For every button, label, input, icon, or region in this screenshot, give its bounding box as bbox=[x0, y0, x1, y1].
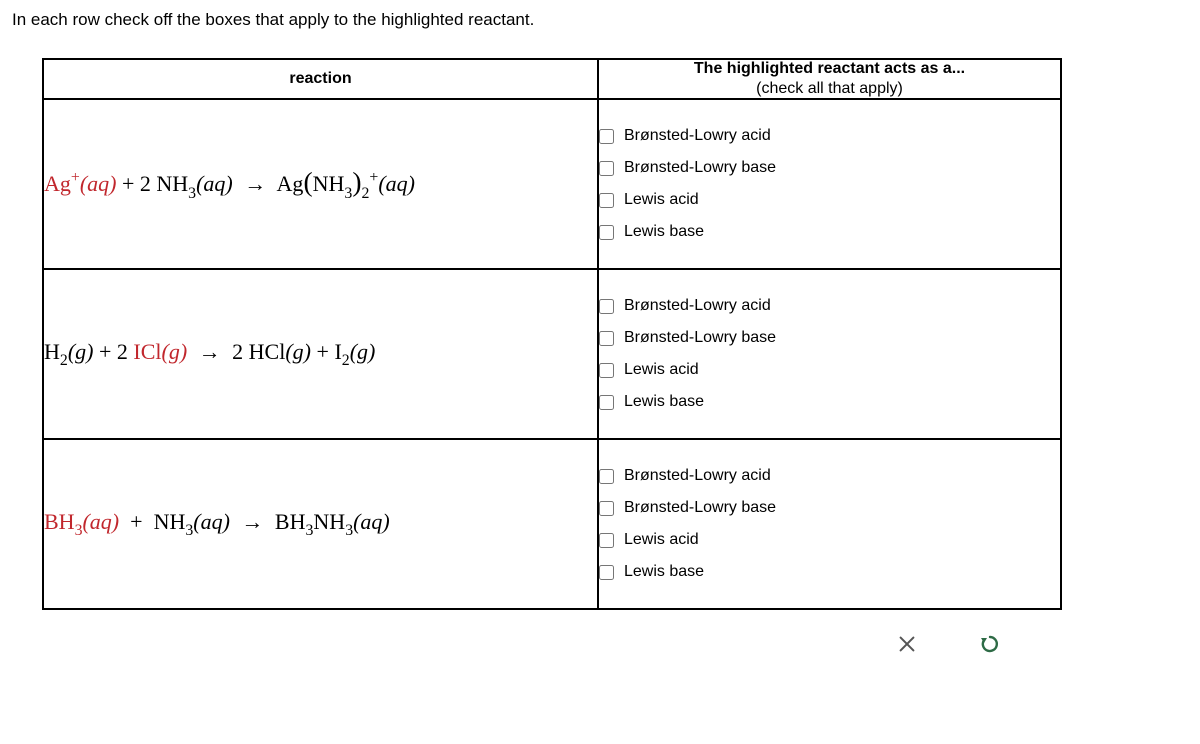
checkbox-r3-lewis-base[interactable] bbox=[599, 565, 614, 580]
highlighted-reactant-1: Ag+(aq) bbox=[44, 171, 122, 196]
col-header-options: The highlighted reactant acts as a... (c… bbox=[598, 59, 1061, 99]
options-cell-2: Brønsted-Lowry acid Brønsted-Lowry base … bbox=[598, 269, 1061, 439]
checkbox-r1-lewis-base[interactable] bbox=[599, 225, 614, 240]
checkbox-r1-bl-base[interactable] bbox=[599, 161, 614, 176]
opts-title: The highlighted reactant acts as a... bbox=[694, 60, 965, 77]
checkbox-r1-bl-acid[interactable] bbox=[599, 129, 614, 144]
col-header-reaction: reaction bbox=[43, 59, 598, 99]
label-lewis-base: Lewis base bbox=[624, 563, 704, 581]
checkbox-r2-lewis-base[interactable] bbox=[599, 395, 614, 410]
checkbox-r1-lewis-acid[interactable] bbox=[599, 193, 614, 208]
checkbox-r3-bl-acid[interactable] bbox=[599, 469, 614, 484]
label-bl-base: Brønsted-Lowry base bbox=[624, 159, 776, 177]
label-bl-acid: Brønsted-Lowry acid bbox=[624, 297, 771, 315]
label-bl-base: Brønsted-Lowry base bbox=[624, 499, 776, 517]
checkbox-r2-bl-acid[interactable] bbox=[599, 299, 614, 314]
reactant-table: reaction The highlighted reactant acts a… bbox=[42, 58, 1062, 610]
close-icon bbox=[896, 633, 918, 655]
options-cell-3: Brønsted-Lowry acid Brønsted-Lowry base … bbox=[598, 439, 1061, 609]
instruction-text: In each row check off the boxes that app… bbox=[12, 10, 1188, 30]
checkbox-r3-lewis-acid[interactable] bbox=[599, 533, 614, 548]
checkbox-r3-bl-base[interactable] bbox=[599, 501, 614, 516]
reaction-cell-1: Ag+(aq) + 2 NH3(aq) → Ag(NH3)2+(aq) bbox=[43, 99, 598, 269]
reaction-cell-3: BH3(aq) + NH3(aq) → BH3NH3(aq) bbox=[43, 439, 598, 609]
arrow-icon: → bbox=[235, 509, 269, 534]
arrow-icon: → bbox=[193, 339, 227, 364]
checkbox-r2-lewis-acid[interactable] bbox=[599, 363, 614, 378]
label-bl-acid: Brønsted-Lowry acid bbox=[624, 467, 771, 485]
label-lewis-acid: Lewis acid bbox=[624, 191, 699, 209]
options-cell-1: Brønsted-Lowry acid Brønsted-Lowry base … bbox=[598, 99, 1061, 269]
label-bl-acid: Brønsted-Lowry acid bbox=[624, 127, 771, 145]
label-lewis-base: Lewis base bbox=[624, 393, 704, 411]
label-lewis-acid: Lewis acid bbox=[624, 531, 699, 549]
control-bar bbox=[42, 632, 1062, 656]
label-lewis-base: Lewis base bbox=[624, 223, 704, 241]
label-lewis-acid: Lewis acid bbox=[624, 361, 699, 379]
reaction-cell-2: H2(g) + 2 ICl(g) → 2 HCl(g) + I2(g) bbox=[43, 269, 598, 439]
reset-icon bbox=[978, 632, 1002, 656]
arrow-icon: → bbox=[238, 171, 272, 196]
label-bl-base: Brønsted-Lowry base bbox=[624, 329, 776, 347]
reset-button[interactable] bbox=[978, 632, 1002, 656]
close-button[interactable] bbox=[896, 632, 918, 656]
opts-subtitle: (check all that apply) bbox=[599, 80, 1060, 98]
highlighted-reactant-3: BH3(aq) bbox=[44, 509, 119, 534]
checkbox-r2-bl-base[interactable] bbox=[599, 331, 614, 346]
highlighted-reactant-2: ICl(g) bbox=[133, 339, 187, 364]
